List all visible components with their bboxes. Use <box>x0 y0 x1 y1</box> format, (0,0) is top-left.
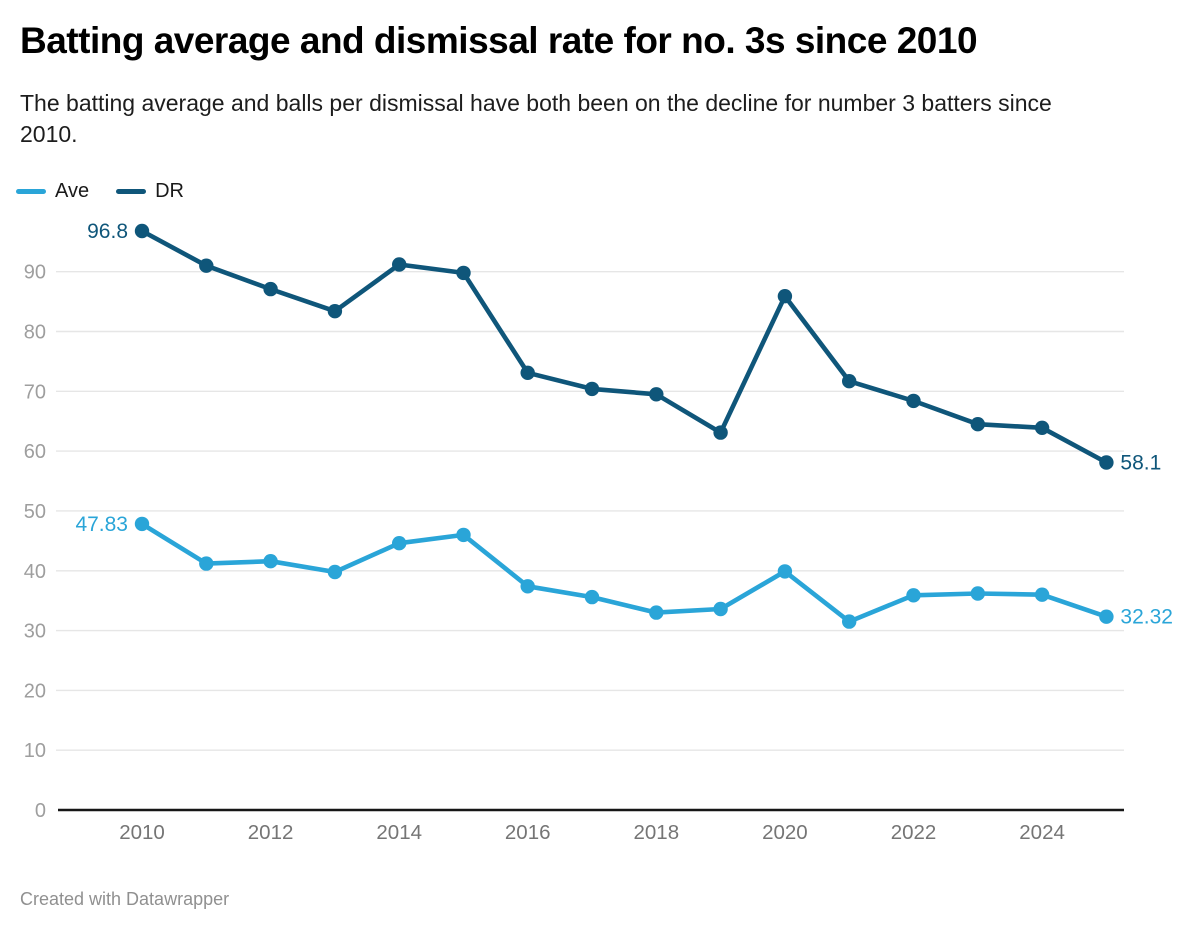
point-ave-2016[interactable] <box>520 579 535 594</box>
legend: Ave DR <box>16 180 184 203</box>
attribution: Created with Datawrapper <box>20 889 230 909</box>
y-tick-label: 60 <box>24 441 46 463</box>
legend-label-dr: DR <box>155 180 184 202</box>
x-tick-label: 2024 <box>1019 821 1065 844</box>
last-value-label-dr: 58.1 <box>1120 452 1161 475</box>
point-dr-2013[interactable] <box>327 304 343 319</box>
point-dr-2010[interactable] <box>134 223 150 239</box>
y-tick-label: 40 <box>24 561 46 583</box>
legend-item-ave[interactable]: Ave <box>16 180 89 203</box>
point-ave-2022[interactable] <box>906 588 921 603</box>
first-value-label-ave: 47.83 <box>75 513 128 536</box>
y-tick-label: 30 <box>24 621 46 643</box>
line-chart-plot: 0 10 20 30 40 50 60 70 80 90 2010 2012 2014 2016 2018 2… <box>24 220 1173 844</box>
x-tick-label: 2022 <box>891 821 937 844</box>
x-tick-label: 2014 <box>376 821 422 844</box>
point-ave-2018[interactable] <box>649 605 664 620</box>
y-tick-label: 90 <box>24 262 46 284</box>
point-ave-2023[interactable] <box>970 586 985 601</box>
point-dr-2020[interactable] <box>777 289 793 304</box>
chart-subtitle: The batting average and balls per dismis… <box>20 90 1052 147</box>
point-dr-2011[interactable] <box>199 258 214 273</box>
point-dr-2024[interactable] <box>1034 420 1050 435</box>
series-line-ave <box>139 521 1109 624</box>
point-ave-2019[interactable] <box>713 601 728 617</box>
point-dr-2014[interactable] <box>392 257 407 272</box>
legend-swatch-dr-icon <box>116 189 147 194</box>
y-tick-label: 70 <box>24 381 46 403</box>
point-ave-2025[interactable] <box>1099 609 1114 624</box>
point-ave-2021[interactable] <box>842 614 857 629</box>
legend-item-dr[interactable]: DR <box>116 180 184 203</box>
point-dr-2019[interactable] <box>713 425 728 440</box>
point-dr-2015[interactable] <box>456 265 471 281</box>
y-tick-label: 50 <box>24 501 46 523</box>
x-tick-label: 2018 <box>633 821 679 844</box>
chart-title: Batting average and dismissal rate for n… <box>20 20 978 61</box>
last-value-label-ave: 32.32 <box>1120 606 1173 629</box>
point-ave-2010[interactable] <box>134 516 150 532</box>
point-dr-2022[interactable] <box>906 393 921 409</box>
x-tick-label: 2016 <box>505 821 551 844</box>
legend-label-ave: Ave <box>55 180 90 202</box>
y-tick-label: 80 <box>24 322 46 344</box>
point-ave-2020[interactable] <box>777 564 793 579</box>
point-dr-2016[interactable] <box>520 365 535 380</box>
x-tick-label: 2012 <box>248 821 294 844</box>
y-tick-label: 10 <box>24 740 46 762</box>
point-dr-2025[interactable] <box>1099 455 1114 470</box>
point-dr-2018[interactable] <box>649 387 664 402</box>
point-dr-2012[interactable] <box>263 281 278 297</box>
point-ave-2011[interactable] <box>199 556 214 571</box>
point-dr-2023[interactable] <box>970 417 985 432</box>
point-dr-2021[interactable] <box>842 374 857 389</box>
point-ave-2015[interactable] <box>456 527 471 543</box>
point-ave-2014[interactable] <box>392 536 407 551</box>
x-tick-label: 2010 <box>119 821 165 844</box>
first-value-label-dr: 96.8 <box>87 220 128 243</box>
point-ave-2013[interactable] <box>327 564 343 580</box>
point-dr-2017[interactable] <box>584 381 600 397</box>
series-line-dr <box>139 228 1109 465</box>
point-ave-2017[interactable] <box>584 589 600 605</box>
legend-swatch-ave-icon <box>16 189 46 194</box>
point-ave-2024[interactable] <box>1034 587 1050 602</box>
y-tick-label: 0 <box>35 800 46 822</box>
x-tick-label: 2020 <box>762 821 808 844</box>
y-tick-label: 20 <box>24 680 46 702</box>
point-ave-2012[interactable] <box>263 554 278 569</box>
